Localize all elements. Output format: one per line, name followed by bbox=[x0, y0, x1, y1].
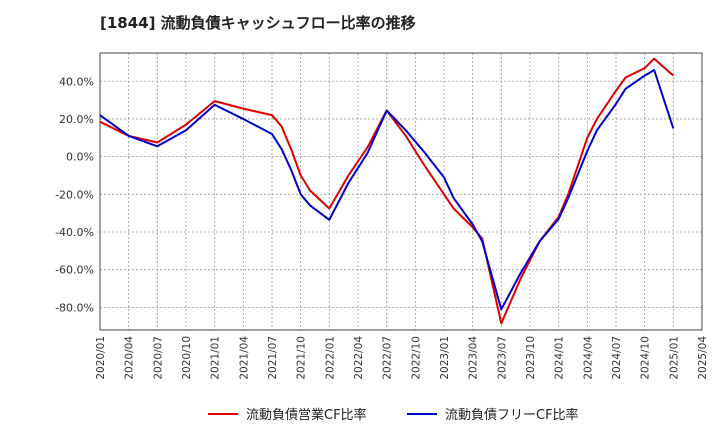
x-tick-label: 2020/04 bbox=[124, 336, 136, 380]
x-tick-label: 2024/01 bbox=[554, 336, 566, 380]
x-tick-label: 2023/07 bbox=[496, 336, 508, 380]
y-tick-label: -80.0% bbox=[55, 301, 94, 314]
x-tick-label: 2020/01 bbox=[95, 336, 107, 380]
y-tick-label: -40.0% bbox=[55, 226, 94, 239]
x-tick-label: 2023/01 bbox=[439, 336, 451, 380]
x-tick-label: 2024/10 bbox=[640, 336, 652, 380]
x-tick-label: 2024/04 bbox=[582, 336, 594, 380]
legend-label-1: 流動負債営業CF比率 bbox=[246, 407, 367, 423]
x-tick-label: 2020/07 bbox=[152, 336, 164, 380]
x-tick-label: 2023/04 bbox=[468, 336, 480, 380]
x-tick-label: 2021/10 bbox=[296, 336, 308, 380]
x-tick-label: 2022/04 bbox=[353, 336, 365, 380]
chart-title: [1844] 流動負債キャッシュフロー比率の推移 bbox=[100, 14, 416, 32]
plot-area-border bbox=[99, 52, 703, 331]
x-tick-label: 2021/04 bbox=[238, 336, 250, 380]
x-tick-label: 2022/10 bbox=[410, 336, 422, 380]
y-tick-label: 40.0% bbox=[59, 75, 94, 88]
x-tick-label: 2021/07 bbox=[267, 336, 279, 380]
x-tick-label: 2022/07 bbox=[382, 336, 394, 380]
y-tick-label: 0.0% bbox=[66, 151, 94, 164]
y-tick-label: -20.0% bbox=[55, 188, 94, 201]
series-line-2 bbox=[99, 69, 675, 311]
x-tick-label: 2020/10 bbox=[181, 336, 193, 380]
x-tick-label: 2023/10 bbox=[525, 336, 537, 380]
legend-label-2: 流動負債フリーCF比率 bbox=[445, 407, 579, 423]
x-tick-label: 2025/04 bbox=[697, 336, 709, 380]
y-tick-label: -60.0% bbox=[55, 264, 94, 277]
x-tick-label: 2024/07 bbox=[611, 336, 623, 380]
x-tick-label: 2022/01 bbox=[324, 336, 336, 380]
series-line-1 bbox=[99, 57, 674, 325]
x-tick-label: 2025/01 bbox=[668, 336, 680, 380]
x-tick-label: 2021/01 bbox=[210, 336, 222, 380]
y-tick-label: 20.0% bbox=[59, 113, 94, 126]
